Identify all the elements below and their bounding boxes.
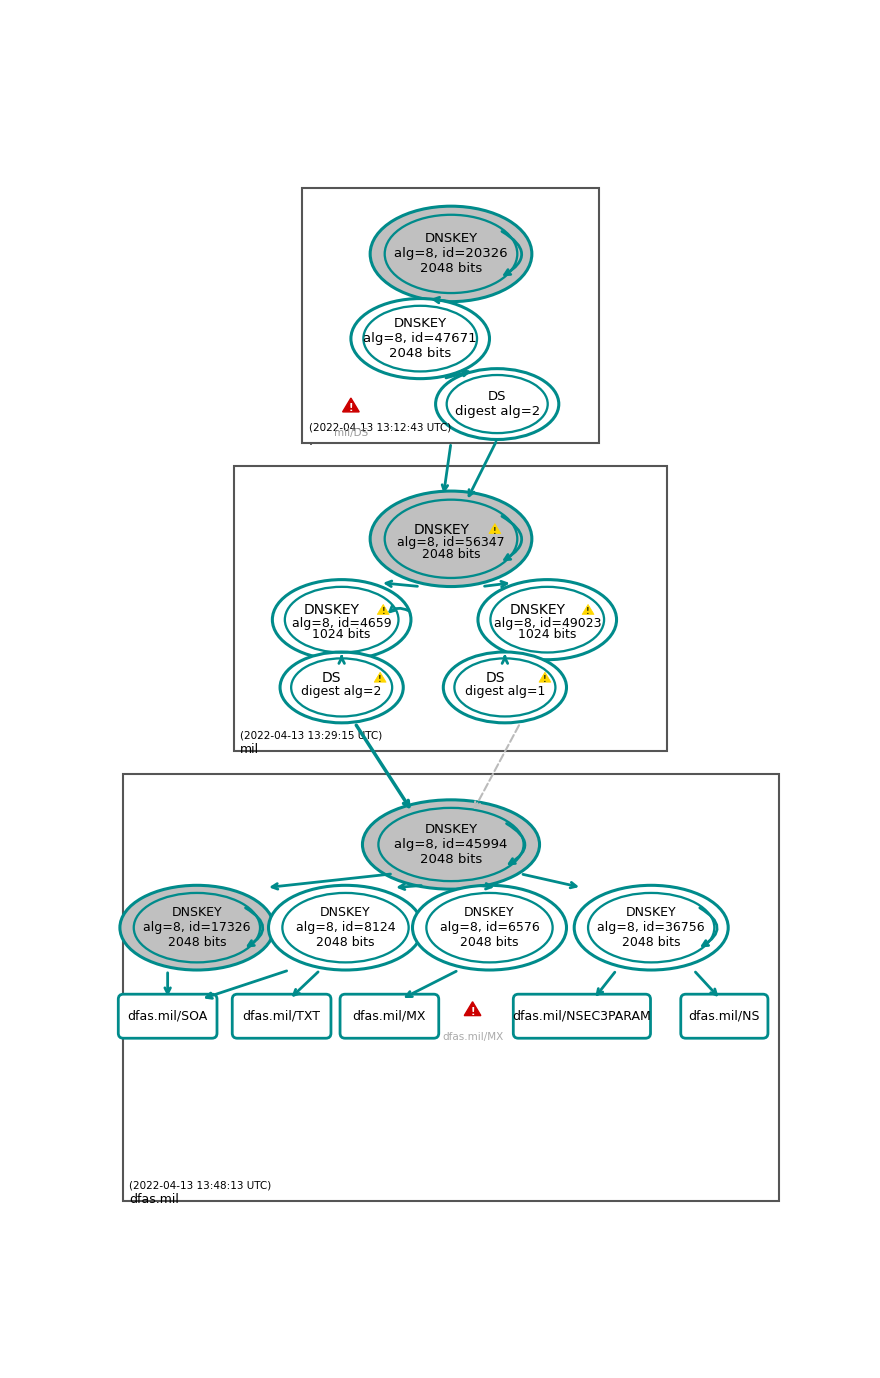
Text: DNSKEY
alg=8, id=8124
2048 bits: DNSKEY alg=8, id=8124 2048 bits: [296, 907, 395, 949]
Polygon shape: [342, 398, 359, 412]
Text: DNSKEY
alg=8, id=45994
2048 bits: DNSKEY alg=8, id=45994 2048 bits: [394, 823, 508, 865]
Ellipse shape: [370, 491, 532, 587]
Ellipse shape: [280, 652, 403, 723]
FancyBboxPatch shape: [681, 994, 768, 1038]
Polygon shape: [489, 524, 501, 533]
Text: .: .: [309, 435, 312, 448]
Text: !: !: [543, 675, 546, 685]
Ellipse shape: [444, 652, 567, 723]
Ellipse shape: [268, 885, 422, 970]
Text: DS: DS: [322, 671, 341, 685]
Text: !: !: [586, 608, 590, 616]
Text: dfas.mil/MX: dfas.mil/MX: [442, 1032, 503, 1042]
Text: 1024 bits: 1024 bits: [518, 628, 576, 641]
Bar: [303, 189, 598, 442]
Ellipse shape: [436, 369, 559, 440]
Text: (2022-04-13 13:29:15 UTC): (2022-04-13 13:29:15 UTC): [240, 730, 382, 740]
Bar: [234, 466, 667, 751]
Text: DNSKEY
alg=8, id=20326
2048 bits: DNSKEY alg=8, id=20326 2048 bits: [394, 233, 508, 276]
Text: DNSKEY
alg=8, id=36756
2048 bits: DNSKEY alg=8, id=36756 2048 bits: [598, 907, 705, 949]
Ellipse shape: [370, 207, 532, 302]
Text: (2022-04-13 13:12:43 UTC): (2022-04-13 13:12:43 UTC): [309, 423, 451, 433]
FancyBboxPatch shape: [513, 994, 650, 1038]
Text: !: !: [470, 1006, 475, 1017]
Ellipse shape: [363, 799, 539, 889]
Text: alg=8, id=56347: alg=8, id=56347: [397, 536, 505, 550]
Ellipse shape: [478, 580, 617, 660]
Text: DNSKEY
alg=8, id=17326
2048 bits: DNSKEY alg=8, id=17326 2048 bits: [143, 907, 251, 949]
Ellipse shape: [413, 885, 567, 970]
Text: DNSKEY
alg=8, id=6576
2048 bits: DNSKEY alg=8, id=6576 2048 bits: [440, 907, 539, 949]
Text: dfas.mil/NSEC3PARAM: dfas.mil/NSEC3PARAM: [512, 1010, 651, 1022]
Text: DNSKEY: DNSKEY: [414, 522, 470, 536]
Text: mil: mil: [240, 743, 259, 757]
Ellipse shape: [574, 885, 729, 970]
Polygon shape: [582, 605, 594, 615]
Polygon shape: [539, 672, 551, 682]
Text: DNSKEY: DNSKEY: [510, 604, 565, 617]
FancyBboxPatch shape: [118, 994, 217, 1038]
Text: !: !: [381, 608, 385, 616]
FancyBboxPatch shape: [340, 994, 439, 1038]
Text: dfas.mil/TXT: dfas.mil/TXT: [243, 1010, 320, 1022]
Text: dfas.mil/MX: dfas.mil/MX: [353, 1010, 426, 1022]
Polygon shape: [465, 1002, 480, 1016]
Text: 2048 bits: 2048 bits: [422, 547, 480, 561]
Text: !: !: [493, 526, 496, 536]
Ellipse shape: [351, 299, 489, 379]
Text: alg=8, id=4659: alg=8, id=4659: [292, 617, 392, 630]
Text: (2022-04-13 13:48:13 UTC): (2022-04-13 13:48:13 UTC): [129, 1181, 271, 1191]
Text: dfas.mil/NS: dfas.mil/NS: [688, 1010, 760, 1022]
Polygon shape: [378, 605, 389, 615]
Ellipse shape: [273, 580, 411, 660]
Text: alg=8, id=49023: alg=8, id=49023: [494, 617, 601, 630]
Text: DNSKEY: DNSKEY: [304, 604, 360, 617]
Text: 1024 bits: 1024 bits: [312, 628, 370, 641]
Text: DNSKEY
alg=8, id=47671
2048 bits: DNSKEY alg=8, id=47671 2048 bits: [363, 317, 477, 360]
Text: dfas.mil/SOA: dfas.mil/SOA: [128, 1010, 208, 1022]
FancyBboxPatch shape: [232, 994, 331, 1038]
Text: DS
digest alg=2: DS digest alg=2: [455, 390, 539, 418]
Text: !: !: [348, 402, 353, 413]
Text: DS: DS: [485, 671, 504, 685]
Text: digest alg=1: digest alg=1: [465, 685, 545, 697]
Bar: [123, 773, 779, 1202]
Text: !: !: [378, 675, 382, 685]
Polygon shape: [374, 672, 386, 682]
Text: mil/DS: mil/DS: [334, 429, 368, 438]
Text: dfas.mil: dfas.mil: [129, 1193, 179, 1206]
Ellipse shape: [120, 885, 274, 970]
Text: digest alg=2: digest alg=2: [302, 685, 382, 697]
